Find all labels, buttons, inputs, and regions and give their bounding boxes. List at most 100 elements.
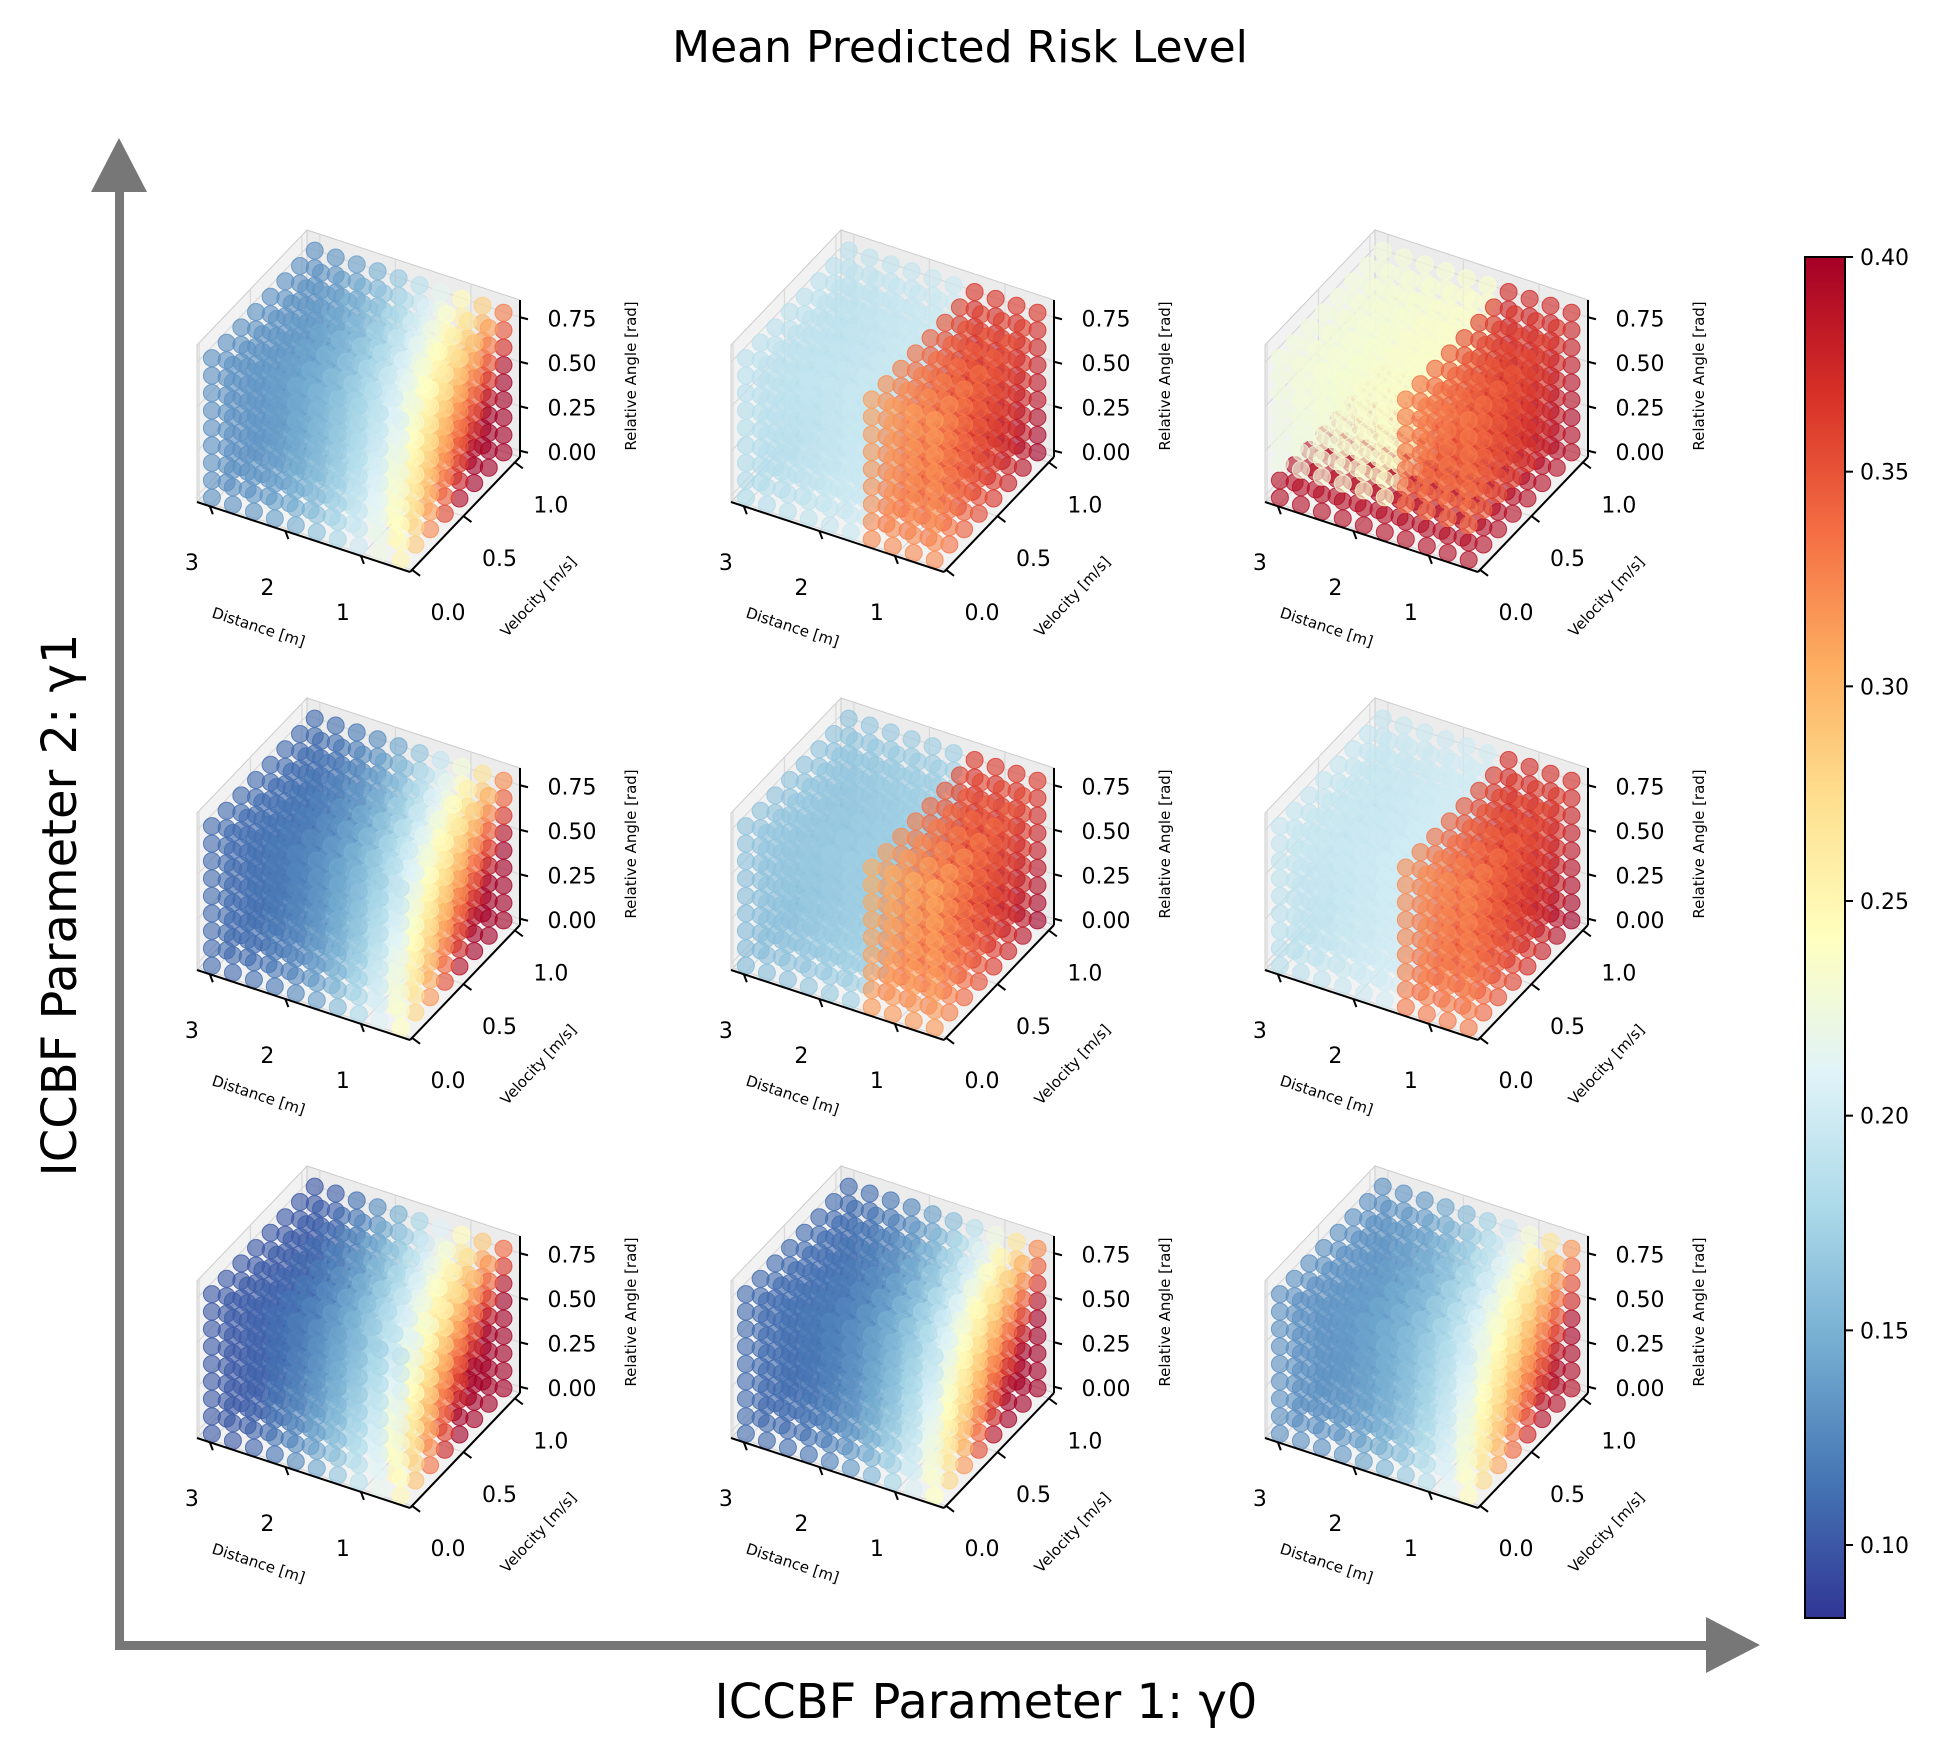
scatter-point bbox=[847, 732, 864, 749]
scatter-point bbox=[371, 960, 388, 977]
scatter-point bbox=[1469, 842, 1486, 859]
scatter-point bbox=[352, 806, 369, 823]
scatter-point bbox=[1469, 374, 1486, 391]
scatter-point bbox=[1355, 880, 1372, 897]
scatter-point bbox=[218, 1270, 235, 1287]
scatter-point bbox=[840, 710, 857, 727]
scatter-point bbox=[1563, 427, 1580, 444]
scatter-point bbox=[1271, 350, 1288, 367]
scatter-point bbox=[788, 794, 805, 811]
scatter-point bbox=[308, 437, 325, 454]
scatter-point bbox=[800, 423, 817, 440]
velocity-tick-label: 1.0 bbox=[533, 961, 568, 986]
scatter-point bbox=[826, 726, 843, 743]
velocity-tick bbox=[1049, 930, 1057, 936]
scatter-point bbox=[926, 412, 943, 429]
scatter-point bbox=[758, 894, 775, 911]
scatter-point bbox=[907, 813, 924, 830]
scatter-point bbox=[1462, 352, 1479, 369]
scatter-point bbox=[1429, 768, 1446, 785]
scatter-point bbox=[1397, 964, 1414, 981]
scatter-point bbox=[817, 295, 834, 312]
scatter-point bbox=[1334, 388, 1351, 405]
scatter-point bbox=[386, 389, 403, 406]
scatter-point bbox=[287, 482, 304, 499]
scatter-point bbox=[737, 940, 754, 957]
angle-tick bbox=[1054, 785, 1062, 787]
scatter-point bbox=[916, 775, 933, 792]
scatter-point bbox=[1534, 352, 1551, 369]
scatter-point bbox=[905, 960, 922, 977]
scatter-point bbox=[350, 1006, 367, 1023]
scatter-point bbox=[224, 859, 241, 876]
scatter-point bbox=[926, 517, 943, 534]
scatter-point bbox=[1334, 370, 1351, 387]
scatter-point bbox=[392, 967, 409, 984]
scatter-point bbox=[254, 794, 271, 811]
scatter-point bbox=[367, 791, 384, 808]
scatter-point bbox=[1271, 853, 1288, 870]
scatter-point bbox=[1397, 461, 1414, 478]
scatter-point bbox=[937, 782, 954, 799]
velocity-tick bbox=[997, 516, 1005, 522]
scatter-point bbox=[308, 992, 325, 1009]
scatter-point bbox=[1355, 500, 1372, 517]
scatter-point bbox=[304, 770, 321, 787]
scatter-point bbox=[1307, 809, 1324, 826]
scatter-point bbox=[817, 763, 834, 780]
scatter-point bbox=[1399, 331, 1416, 348]
scatter-point bbox=[842, 887, 859, 904]
scatter-point bbox=[1313, 451, 1330, 468]
scatter-point bbox=[283, 295, 300, 312]
scatter-point bbox=[445, 328, 462, 345]
scatter-point bbox=[758, 461, 775, 478]
scatter-point bbox=[1355, 950, 1372, 967]
scatter-point bbox=[495, 790, 512, 807]
scatter-point bbox=[340, 762, 357, 779]
velocity-tick-label: 0.0 bbox=[1499, 601, 1534, 626]
scatter-point bbox=[899, 383, 916, 400]
scatter-point bbox=[371, 527, 388, 544]
scatter-point bbox=[1313, 954, 1330, 971]
scatter-point bbox=[224, 877, 241, 894]
angle-tick-label: 0.25 bbox=[548, 396, 597, 421]
scatter-point bbox=[203, 818, 220, 835]
scatter-point bbox=[390, 738, 407, 755]
scatter-point bbox=[842, 506, 859, 523]
scatter-point bbox=[993, 781, 1010, 798]
scatter-point bbox=[1292, 859, 1309, 876]
scatter-point bbox=[878, 376, 895, 393]
scatter-point bbox=[926, 1002, 943, 1019]
scatter-point bbox=[802, 310, 819, 327]
scatter-point bbox=[1460, 534, 1477, 551]
scatter-point bbox=[308, 852, 325, 869]
scatter-point bbox=[1376, 471, 1393, 488]
scatter-point bbox=[1418, 883, 1435, 900]
scatter-point bbox=[1534, 405, 1551, 422]
scatter-point bbox=[346, 784, 363, 801]
scatter-point bbox=[1439, 405, 1456, 422]
scatter-point bbox=[956, 954, 973, 971]
scatter-point bbox=[327, 249, 344, 266]
scatter-point bbox=[863, 426, 880, 443]
scatter-point bbox=[1313, 936, 1330, 953]
scatter-point bbox=[1307, 341, 1324, 358]
scatter-point bbox=[840, 242, 857, 259]
scatter-point bbox=[1271, 402, 1288, 419]
scatter-point bbox=[306, 242, 323, 259]
scatter-point bbox=[821, 968, 838, 985]
angle-tick-label: 0.00 bbox=[1616, 909, 1665, 934]
scatter-point bbox=[367, 323, 384, 340]
scatter-point bbox=[245, 363, 262, 380]
scatter-point bbox=[1397, 443, 1414, 460]
scatter-point bbox=[836, 362, 853, 379]
scatter-point bbox=[1376, 489, 1393, 506]
distance-tick-label: 3 bbox=[1253, 551, 1267, 576]
scatter-point bbox=[266, 891, 283, 908]
scatter-point bbox=[331, 331, 348, 348]
scatter-point bbox=[1271, 818, 1288, 835]
scatter-point bbox=[1372, 302, 1389, 319]
scatter-point bbox=[1029, 790, 1046, 807]
velocity-tick-label: 1.0 bbox=[1067, 493, 1102, 518]
scatter-point bbox=[203, 905, 220, 922]
